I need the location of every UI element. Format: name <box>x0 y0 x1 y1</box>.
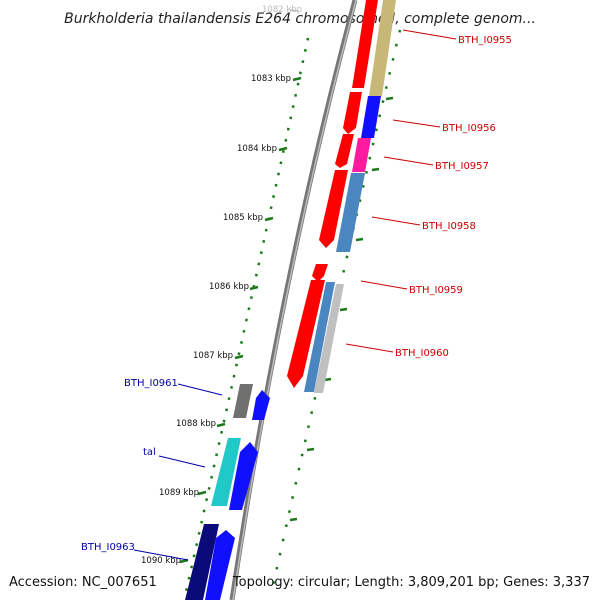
gene-features-reverse <box>185 384 270 600</box>
label-leaders <box>133 29 457 561</box>
gene-feature[interactable] <box>361 96 381 138</box>
scale-label: 1086 kbp <box>209 282 249 292</box>
scale-label: 1082 kbp <box>262 5 302 15</box>
gene-feature[interactable] <box>336 173 365 252</box>
gene-label-bth-i0963[interactable]: BTH_I0963 <box>81 542 135 553</box>
gene-feature[interactable] <box>314 284 344 393</box>
scale-ticks <box>179 9 394 564</box>
chromosome-backbone <box>229 0 358 600</box>
scale-label: 1083 kbp <box>251 74 291 84</box>
gene-label-bth-i0961[interactable]: BTH_I0961 <box>124 378 178 389</box>
gene-feature[interactable] <box>229 442 258 510</box>
scale-label: 1085 kbp <box>223 213 263 223</box>
gene-label-bth-i0958[interactable]: BTH_I0958 <box>422 221 476 232</box>
gene-feature[interactable] <box>185 524 219 600</box>
gene-feature[interactable] <box>287 280 325 388</box>
gene-feature[interactable] <box>352 138 371 172</box>
gene-label-bth-i0956[interactable]: BTH_I0956 <box>442 123 496 134</box>
map-title: Burkholderia thailandensis E264 chromoso… <box>64 11 536 27</box>
gene-feature[interactable] <box>205 530 235 600</box>
gene-feature[interactable] <box>312 264 328 282</box>
scale-label: 1084 kbp <box>237 144 277 154</box>
scale-label: 1088 kbp <box>176 419 216 429</box>
gene-feature[interactable] <box>252 390 270 420</box>
gene-feature[interactable] <box>352 0 378 88</box>
gene-label-bth-i0955[interactable]: BTH_I0955 <box>458 35 512 46</box>
gene-label-bth-i0959[interactable]: BTH_I0959 <box>409 285 463 296</box>
gene-label-bth-i0960[interactable]: BTH_I0960 <box>395 348 449 359</box>
gene-feature[interactable] <box>304 282 335 392</box>
scale-label: 1089 kbp <box>159 488 199 498</box>
gene-features-forward <box>287 0 396 393</box>
gene-label-bth-i0957[interactable]: BTH_I0957 <box>435 161 489 172</box>
gene-label-tal[interactable]: tal <box>143 447 156 458</box>
scale-label: 1090 kbp <box>141 556 181 566</box>
gene-feature[interactable] <box>343 92 362 134</box>
gene-feature[interactable] <box>233 384 253 418</box>
gene-feature[interactable] <box>369 0 396 96</box>
topology-text: Topology: circular; Length: 3,809,201 bp… <box>232 575 590 590</box>
gene-feature[interactable] <box>211 438 241 506</box>
accession-text: Accession: NC_007651 <box>9 575 157 590</box>
gene-feature[interactable] <box>335 134 354 168</box>
gene-feature[interactable] <box>319 170 348 248</box>
scale-ruler-outer <box>270 29 402 591</box>
scale-label: 1087 kbp <box>193 351 233 361</box>
